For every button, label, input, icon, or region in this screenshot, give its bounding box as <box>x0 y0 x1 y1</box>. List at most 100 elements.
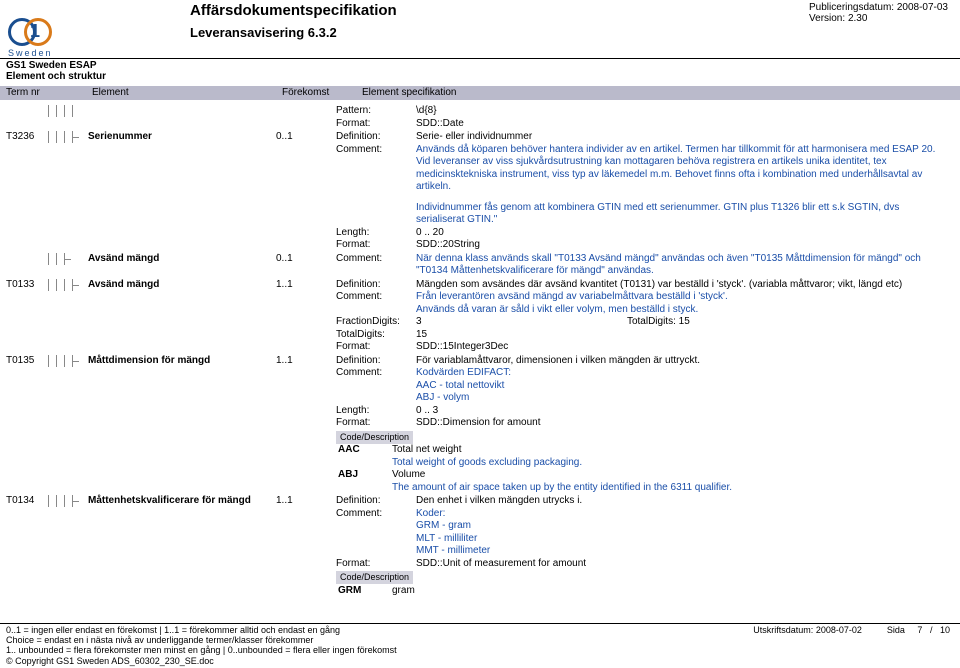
footer-copyright: © Copyright GS1 Sweden ADS_60302_230_SE.… <box>6 656 753 666</box>
header-titles: Affärsdokumentspecifikation Leveransavis… <box>190 2 397 40</box>
page-sep: / <box>930 625 933 635</box>
term-nr: T3236 <box>0 131 48 144</box>
format-value: SDD::Dimension for amount <box>416 417 946 430</box>
code-header: Code/Description <box>336 431 413 444</box>
code-subdesc: Total weight of goods excluding packagin… <box>392 457 946 470</box>
comment-text: AAC - total nettovikt <box>416 380 504 391</box>
fracdigits-value: 3 <box>416 316 422 327</box>
occurrence: 1..1 <box>276 279 336 292</box>
logo: 1 Sweden <box>8 6 62 60</box>
element-name: Måttenhetskvalificerare för mängd <box>88 495 276 508</box>
comment-text: MLT - milliliter <box>416 533 477 544</box>
length-label: Length: <box>336 405 416 418</box>
table-row: T0134 Måttenhetskvalificerare för mängd … <box>0 495 960 597</box>
struct-label: Element och struktur <box>6 71 106 82</box>
col-spec: Element specifikation <box>362 87 457 98</box>
footer-legend: 0..1 = ingen eller endast en förekomst |… <box>6 625 753 635</box>
fracdigits-label: FractionDigits: <box>336 316 416 329</box>
comment-text: Koder: <box>416 508 445 519</box>
code-subdesc: The amount of air space taken up by the … <box>392 482 946 495</box>
footer-legend: 1.. unbounded = flera förekomster men mi… <box>6 645 753 655</box>
format-value: SDD::15Integer3Dec <box>416 341 946 354</box>
comment-text: Kodvärden EDIFACT: <box>416 367 511 378</box>
code-desc: Total net weight <box>392 444 946 457</box>
comment-text: MMT - millimeter <box>416 545 490 556</box>
comment-label: Comment: <box>336 291 416 316</box>
esap-label: GS1 Sweden ESAP <box>6 60 106 71</box>
code-code: GRM <box>336 585 392 598</box>
def-label: Definition: <box>336 131 416 144</box>
page-total: 10 <box>940 625 950 635</box>
comment-label: Comment: <box>336 367 416 405</box>
element-name: Avsänd mängd <box>88 253 276 266</box>
version-label: Version: <box>809 13 845 24</box>
code-code: AAC <box>336 444 392 457</box>
header-meta: Publiceringsdatum: 2008-07-03 Version: 2… <box>809 2 948 24</box>
comment-text: GRM - gram <box>416 520 471 531</box>
def-label: Definition: <box>336 279 416 292</box>
occurrence: 0..1 <box>276 253 336 266</box>
comment-extra: Individnummer fås genom att kombinera GT… <box>416 202 946 227</box>
table-row: T0133 Avsänd mängd 1..1 Definition:Mängd… <box>0 279 960 354</box>
footer-legend: Choice = endast en i nästa nivå av under… <box>6 635 753 645</box>
format-value: SDD::Date <box>416 118 946 131</box>
occurrence: 0..1 <box>276 131 336 144</box>
page-label: Sida <box>887 625 905 635</box>
term-nr: T0133 <box>0 279 48 292</box>
col-term: Term nr <box>6 87 40 98</box>
code-desc: gram <box>392 585 946 598</box>
comment-text: Används då varan är såld i vikt eller vo… <box>416 304 698 315</box>
occurrence: 1..1 <box>276 495 336 508</box>
comment-text: ABJ - volym <box>416 392 469 403</box>
occurrence: 1..1 <box>276 355 336 368</box>
totaldigits-label: TotalDigits: <box>627 316 676 327</box>
format-label: Format: <box>336 118 416 131</box>
pub-date: 2008-07-03 <box>897 2 948 13</box>
logo-subtext: Sweden <box>8 48 53 58</box>
element-name: Serienummer <box>88 131 276 144</box>
comment-text: Används då köparen behöver hantera indiv… <box>416 144 946 194</box>
format-label: Format: <box>336 417 416 430</box>
preblock-row: Pattern:\d{8} Format:SDD::Date <box>0 105 960 130</box>
print-label: Utskriftsdatum: <box>753 625 813 635</box>
doc-title: Affärsdokumentspecifikation <box>190 2 397 19</box>
comment-text: När denna klass används skall "T0133 Avs… <box>416 253 946 278</box>
pub-label: Publiceringsdatum: <box>809 2 894 13</box>
pattern-value: \d{8} <box>416 105 946 118</box>
format-value: SDD::20String <box>416 239 946 252</box>
section-labels: GS1 Sweden ESAP Element och struktur <box>6 60 106 82</box>
version-value: 2.30 <box>848 13 867 24</box>
logo-number: 1 <box>30 21 40 42</box>
page-current: 7 <box>917 625 922 635</box>
totaldigits-value: 15 <box>416 329 946 342</box>
totaldigits-value: 15 <box>679 316 690 327</box>
table-row: T3236 Serienummer 0..1 Definition:Serie-… <box>0 131 960 252</box>
format-label: Format: <box>336 558 416 571</box>
comment-text: Från leverantören avsänd mängd av variab… <box>416 291 728 302</box>
element-name: Avsänd mängd <box>88 279 276 292</box>
term-nr: T0134 <box>0 495 48 508</box>
def-value: För variablamåttvaror, dimensionen i vil… <box>416 355 946 368</box>
comment-label: Comment: <box>336 253 416 278</box>
length-value: 0 .. 20 <box>416 227 946 240</box>
col-occur: Förekomst <box>282 87 329 98</box>
format-value: SDD::Unit of measurement for amount <box>416 558 946 571</box>
comment-label: Comment: <box>336 508 416 558</box>
format-label: Format: <box>336 239 416 252</box>
code-header: Code/Description <box>336 571 413 584</box>
footer: 0..1 = ingen eller endast en förekomst |… <box>6 625 950 666</box>
col-element: Element <box>92 87 129 98</box>
code-code: ABJ <box>336 469 392 482</box>
divider-top <box>0 58 960 59</box>
code-block: Code/Description GRMgram <box>336 571 946 597</box>
table-row: Avsänd mängd 0..1 Comment:När denna klas… <box>0 253 960 278</box>
term-nr: T0135 <box>0 355 48 368</box>
totaldigits-label: TotalDigits: <box>336 329 416 342</box>
length-label: Length: <box>336 227 416 240</box>
doc-subtitle: Leveransavisering 6.3.2 <box>190 25 397 40</box>
def-value: Serie- eller individnummer <box>416 131 946 144</box>
content-area: Pattern:\d{8} Format:SDD::Date T3236 Ser… <box>0 104 960 620</box>
format-label: Format: <box>336 341 416 354</box>
pattern-label: Pattern: <box>336 105 416 118</box>
column-header-bar: Term nr Element Förekomst Element specif… <box>0 86 960 100</box>
